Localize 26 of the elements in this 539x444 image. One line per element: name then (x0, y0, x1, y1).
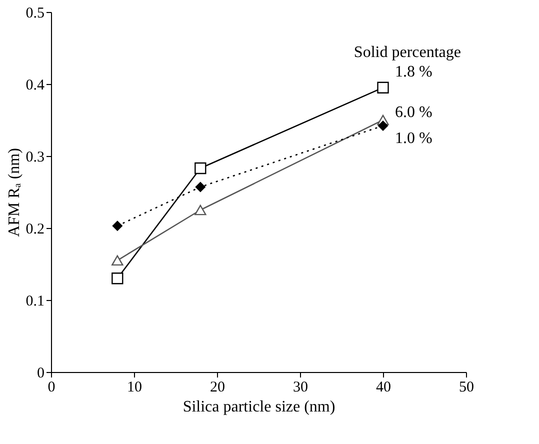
y-tick-label: 0.1 (26, 294, 44, 310)
series-label: 1.0 % (395, 130, 432, 147)
y-axis-title: AFM Rₐ (nm) (6, 148, 23, 237)
x-tick-label: 10 (127, 380, 142, 396)
point (194, 204, 206, 216)
y-tick-label: 0.3 (26, 150, 44, 166)
y-tick-label: 0.5 (26, 6, 44, 22)
x-tick-label: 50 (459, 380, 474, 396)
x-tick-label: 0 (48, 380, 56, 396)
legend-title: Solid percentage (354, 44, 461, 61)
y-tick-label: 0 (37, 366, 44, 382)
series-label: 1.8 % (395, 64, 432, 81)
x-axis-title: Silica particle size (nm) (182, 398, 336, 416)
point (112, 255, 124, 266)
y-tick-label: 0.2 (26, 222, 44, 238)
point (378, 120, 388, 132)
point (195, 182, 206, 192)
point (112, 220, 123, 232)
x-tick-label: 30 (293, 380, 308, 396)
series-label: 6.0 % (395, 104, 432, 121)
y-tick-label: 0.4 (26, 78, 45, 94)
point (377, 82, 389, 94)
x-tick-label: 20 (210, 380, 225, 396)
x-tick-label: 40 (376, 380, 391, 396)
point (194, 162, 206, 174)
point (112, 272, 124, 284)
